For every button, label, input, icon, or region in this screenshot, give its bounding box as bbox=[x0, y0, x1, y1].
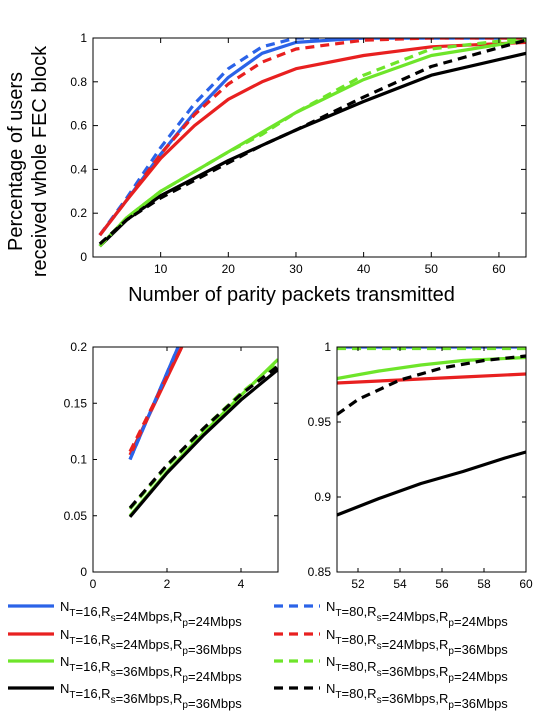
x-tick-label: 60 bbox=[519, 577, 533, 591]
y-axis-label-line: Percentage of users bbox=[5, 72, 27, 251]
x-tick-label: 2 bbox=[164, 577, 171, 591]
y-tick-label: 0.05 bbox=[64, 509, 88, 523]
axes-box bbox=[92, 346, 279, 573]
legend-label: NT=80,Rs=24Mbps,Rp=24Mbps bbox=[326, 599, 508, 629]
legend-entry-s8: NT=80,Rs=36Mbps,Rp=36Mbps bbox=[274, 681, 508, 711]
legend-entry-s2: NT=16,Rs=24Mbps,Rp=36Mbps bbox=[8, 627, 242, 657]
series-line-s4-solid bbox=[337, 450, 526, 517]
series-line-s8-dashed bbox=[337, 354, 526, 416]
y-tick-label: 0.1 bbox=[70, 453, 87, 467]
legend-label: NT=80,Rs=36Mbps,Rp=24Mbps bbox=[326, 654, 508, 684]
series-line-s5-dashed bbox=[128, 347, 180, 461]
axes-box bbox=[92, 37, 527, 258]
chart-zoom-start: 0 2 4 0 0.05 0.1 0.15 0.2 bbox=[64, 340, 279, 591]
legend-entry-s6: NT=80,Rs=24Mbps,Rp=36Mbps bbox=[274, 627, 508, 657]
legend-label: NT=80,Rs=36Mbps,Rp=36Mbps bbox=[326, 681, 508, 711]
legend-entry-s7: NT=80,Rs=36Mbps,Rp=24Mbps bbox=[274, 654, 508, 684]
legend-label: NT=16,Rs=24Mbps,Rp=36Mbps bbox=[60, 627, 242, 657]
y-tick-label: 0.9 bbox=[314, 490, 331, 504]
x-tick-label: 58 bbox=[477, 577, 491, 591]
x-tick-label: 0 bbox=[90, 577, 97, 591]
x-tick-label: 40 bbox=[357, 262, 371, 276]
series-group bbox=[128, 347, 278, 518]
y-tick-label: 0.95 bbox=[308, 415, 332, 429]
series-line-s8-dashed bbox=[98, 38, 526, 246]
x-tick-label: 50 bbox=[425, 262, 439, 276]
y-tick-label: 0.4 bbox=[70, 162, 87, 176]
y-tick-label: 0.6 bbox=[70, 119, 87, 133]
chart-main: 10 20 30 40 50 60 0 0.2 0.4 0.6 0.8 1 Number of pari… bbox=[5, 31, 527, 306]
series-line-s8-dashed bbox=[128, 364, 278, 509]
chart-zoom-end: 52 54 56 58 60 0.85 0.9 0.95 1 bbox=[308, 340, 533, 591]
legend-label: NT=16,Rs=36Mbps,Rp=24Mbps bbox=[60, 654, 242, 684]
legend-entry-s5: NT=80,Rs=24Mbps,Rp=24Mbps bbox=[274, 599, 508, 629]
x-tick-label: 10 bbox=[154, 262, 168, 276]
series-line-s5-dashed bbox=[98, 38, 526, 237]
y-tick-label: 0 bbox=[80, 565, 87, 579]
series-line-s6-dashed bbox=[98, 38, 526, 237]
x-tick-label: 20 bbox=[222, 262, 236, 276]
series-line-s6-dashed bbox=[128, 347, 184, 453]
y-axis-label-line: received whole FEC block bbox=[29, 45, 51, 277]
y-tick-label: 1 bbox=[324, 340, 331, 354]
series-line-s4-solid bbox=[128, 368, 278, 518]
y-tick-label: 0 bbox=[80, 250, 87, 264]
legend-entry-s4: NT=16,Rs=36Mbps,Rp=36Mbps bbox=[8, 681, 242, 711]
x-tick-label: 54 bbox=[393, 577, 407, 591]
x-tick-label: 60 bbox=[492, 262, 506, 276]
x-axis-label: Number of parity packets transmitted bbox=[128, 284, 455, 306]
y-tick-label: 0.8 bbox=[70, 75, 87, 89]
y-tick-label: 0.2 bbox=[70, 340, 87, 354]
series-group bbox=[337, 347, 526, 517]
x-tick-label: 52 bbox=[351, 577, 365, 591]
legend-entry-s1: NT=16,Rs=24Mbps,Rp=24Mbps bbox=[8, 599, 242, 629]
series-line-s7-dashed bbox=[98, 38, 526, 248]
y-tick-label: 0.15 bbox=[64, 396, 88, 410]
y-tick-label: 0.85 bbox=[308, 565, 332, 579]
y-tick-label: 0.2 bbox=[70, 206, 87, 220]
series-line-s2-solid bbox=[337, 372, 526, 385]
y-tick-label: 1 bbox=[80, 31, 87, 45]
series-group bbox=[98, 38, 526, 248]
x-tick-label: 4 bbox=[238, 577, 245, 591]
series-line-s2-solid bbox=[98, 40, 526, 237]
axes-box bbox=[336, 346, 527, 573]
legend: NT=16,Rs=24Mbps,Rp=24Mbps NT=80,Rs=24Mbps… bbox=[8, 599, 508, 711]
x-tick-label: 30 bbox=[289, 262, 303, 276]
legend-label: NT=16,Rs=24Mbps,Rp=24Mbps bbox=[60, 599, 242, 629]
legend-entry-s3: NT=16,Rs=36Mbps,Rp=24Mbps bbox=[8, 654, 242, 684]
legend-label: NT=80,Rs=24Mbps,Rp=36Mbps bbox=[326, 627, 508, 657]
legend-label: NT=16,Rs=36Mbps,Rp=36Mbps bbox=[60, 681, 242, 711]
x-tick-label: 56 bbox=[435, 577, 449, 591]
